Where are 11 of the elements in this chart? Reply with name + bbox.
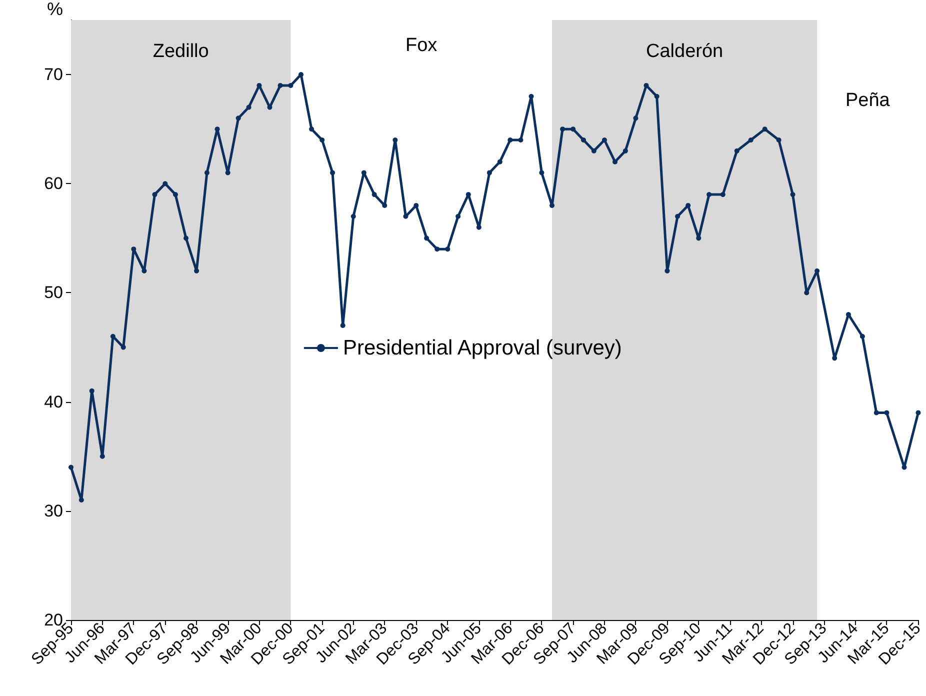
- legend-label: Presidential Approval (survey): [342, 336, 622, 360]
- band-label: Zedillo: [152, 41, 209, 62]
- annotation: Fox: [406, 35, 438, 56]
- y-tick-label: 40: [44, 392, 63, 412]
- y-tick-label: 60: [44, 174, 63, 194]
- y-tick-label: 50: [44, 283, 63, 302]
- y-tick-label: 70: [44, 65, 63, 84]
- band-label: Calderón: [646, 41, 724, 62]
- y-tick-label: 30: [44, 501, 63, 520]
- y-axis-title: %: [46, 0, 63, 19]
- annotation: Peña: [845, 90, 890, 111]
